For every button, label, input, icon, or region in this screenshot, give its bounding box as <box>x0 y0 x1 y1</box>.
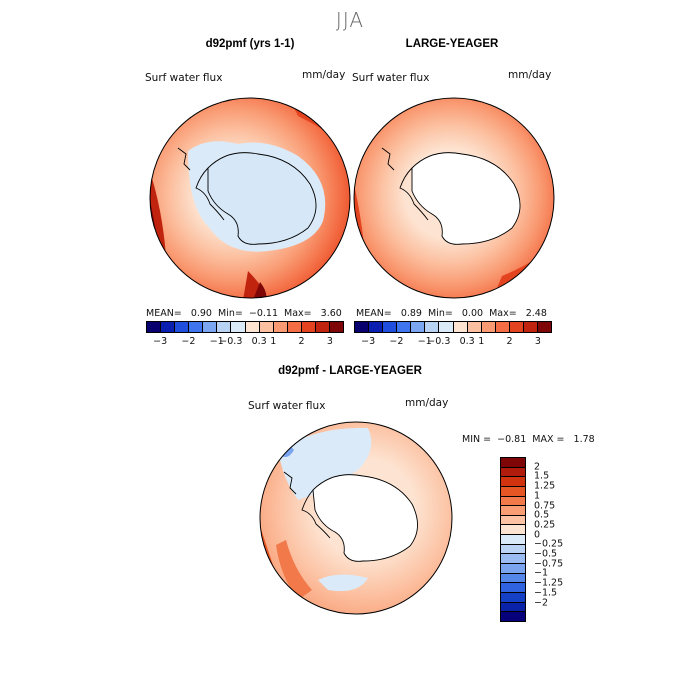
colorbar-level-label: 2 <box>534 461 541 473</box>
colorbar-tick-label: −1 <box>417 336 432 347</box>
colorbar-tick-label: −3 <box>153 336 168 347</box>
colorbar-swatch <box>538 322 552 332</box>
left-stats: MEAN= 0.90 Min= −0.11 Max= 3.60 <box>146 308 342 319</box>
colorbar-level-label: 0.25 <box>534 519 556 531</box>
colorbar-swatch <box>217 322 232 332</box>
colorbar-level-label: −0.75 <box>534 558 564 570</box>
left-panel-title: d92pmf (yrs 1-1) <box>205 38 295 50</box>
right-stats: MEAN= 0.89 Min= 0.00 Max= 2.48 <box>356 308 547 319</box>
colorbar-swatch <box>161 322 176 332</box>
colorbar-swatch <box>411 322 426 332</box>
right-panel-title: LARGE-YEAGER <box>405 38 499 50</box>
colorbar-swatch <box>509 322 524 332</box>
colorbar-swatch <box>425 322 440 332</box>
colorbar-swatch <box>189 322 204 332</box>
colorbar-swatch <box>501 592 525 603</box>
colorbar-swatch <box>501 573 525 584</box>
right-variable-label: Surf water flux <box>352 72 430 84</box>
colorbar-swatch <box>203 322 218 332</box>
colorbar-tick-label: −3 <box>361 336 376 347</box>
colorbar-swatch <box>523 322 539 332</box>
colorbar-swatch <box>501 602 525 613</box>
colorbar-level-label: −0.25 <box>534 538 564 550</box>
left-colorbar <box>146 321 344 333</box>
colorbar-swatch <box>453 322 468 332</box>
colorbar-tick-label: −0.3 <box>427 336 451 347</box>
diff-minmax: MIN = −0.81 MAX = 1.78 <box>462 434 595 445</box>
colorbar-swatch <box>301 322 316 332</box>
colorbar-tick-label: −2 <box>389 336 404 347</box>
right-polar-map <box>353 97 555 299</box>
colorbar-swatch <box>501 535 525 545</box>
colorbar-tick-label: −2 <box>181 336 196 347</box>
diff-colorbar <box>500 457 526 622</box>
colorbar-swatch <box>245 322 260 332</box>
colorbar-swatch <box>273 322 288 332</box>
colorbar-swatch <box>467 322 482 332</box>
colorbar-tick-label: −0.3 <box>219 336 243 347</box>
colorbar-tick-label: 3 <box>326 336 333 347</box>
colorbar-level-label: 1 <box>534 490 541 502</box>
colorbar-swatch <box>231 322 246 332</box>
diff-polar-map <box>259 421 453 615</box>
colorbar-swatch <box>501 583 525 593</box>
colorbar-swatch <box>501 506 525 516</box>
colorbar-tick-label: −1 <box>209 336 224 347</box>
right-colorbar-ticks: −3 −2 −1 −0.3 0.3 1 2 3 <box>354 336 552 350</box>
colorbar-level-label: −1.5 <box>534 587 558 599</box>
colorbar-level-label: 0.5 <box>534 509 550 521</box>
diff-variable-label: Surf water flux <box>248 400 326 412</box>
colorbar-swatch <box>287 322 302 332</box>
colorbar-swatch <box>383 322 398 332</box>
colorbar-swatch <box>147 322 162 332</box>
colorbar-tick-label: 1 <box>270 336 277 347</box>
colorbar-swatch <box>369 322 384 332</box>
colorbar-tick-label: 1 <box>478 336 485 347</box>
colorbar-tick-label: 0.3 <box>251 336 267 347</box>
diff-colorbar-labels: 2 1.5 1.25 1 0.75 0.5 0.25 0 −0.25 −0.5 −0.75 −1 −1.… <box>534 457 594 622</box>
colorbar-swatch <box>175 322 190 332</box>
colorbar-level-label: −0.5 <box>534 548 558 560</box>
left-colorbar-ticks: −3 −2 −1 −0.3 0.3 1 2 3 <box>146 336 344 350</box>
colorbar-tick-label: 2 <box>506 336 513 347</box>
colorbar-level-label: 0 <box>534 529 541 541</box>
diff-units-label: mm/day <box>405 397 449 409</box>
left-polar-map <box>149 97 351 299</box>
colorbar-level-label: 1.25 <box>534 480 556 492</box>
colorbar-swatch <box>501 458 525 468</box>
season-title: JJA <box>335 8 365 32</box>
colorbar-swatch <box>501 486 525 497</box>
colorbar-swatch <box>501 477 525 487</box>
colorbar-swatch <box>355 322 370 332</box>
colorbar-swatch <box>315 322 331 332</box>
colorbar-swatch <box>501 467 525 478</box>
left-variable-label: Surf water flux <box>145 72 223 84</box>
left-units-label: mm/day <box>302 69 346 81</box>
colorbar-level-label: 0.75 <box>534 500 556 512</box>
colorbar-level-label: −1.25 <box>534 577 564 589</box>
colorbar-swatch <box>501 554 525 565</box>
colorbar-swatch <box>259 322 274 332</box>
colorbar-level-label: 1.5 <box>534 470 550 482</box>
colorbar-tick-label: 2 <box>298 336 305 347</box>
right-units-label: mm/day <box>508 69 552 81</box>
colorbar-swatch <box>501 564 525 574</box>
colorbar-swatch <box>481 322 496 332</box>
colorbar-swatch <box>501 496 525 507</box>
diff-panel-title: d92pmf - LARGE-YEAGER <box>278 365 422 377</box>
colorbar-swatch <box>501 525 525 536</box>
colorbar-swatch <box>501 515 525 526</box>
colorbar-tick-label: 3 <box>534 336 541 347</box>
colorbar-swatch <box>439 322 454 332</box>
right-colorbar <box>354 321 552 333</box>
colorbar-swatch <box>397 322 412 332</box>
colorbar-swatch <box>501 612 525 621</box>
colorbar-swatch <box>495 322 510 332</box>
colorbar-level-label: −2 <box>534 597 549 609</box>
colorbar-swatch <box>501 544 525 555</box>
colorbar-tick-label: 0.3 <box>459 336 475 347</box>
colorbar-level-label: −1 <box>534 567 549 579</box>
colorbar-swatch <box>330 322 344 332</box>
